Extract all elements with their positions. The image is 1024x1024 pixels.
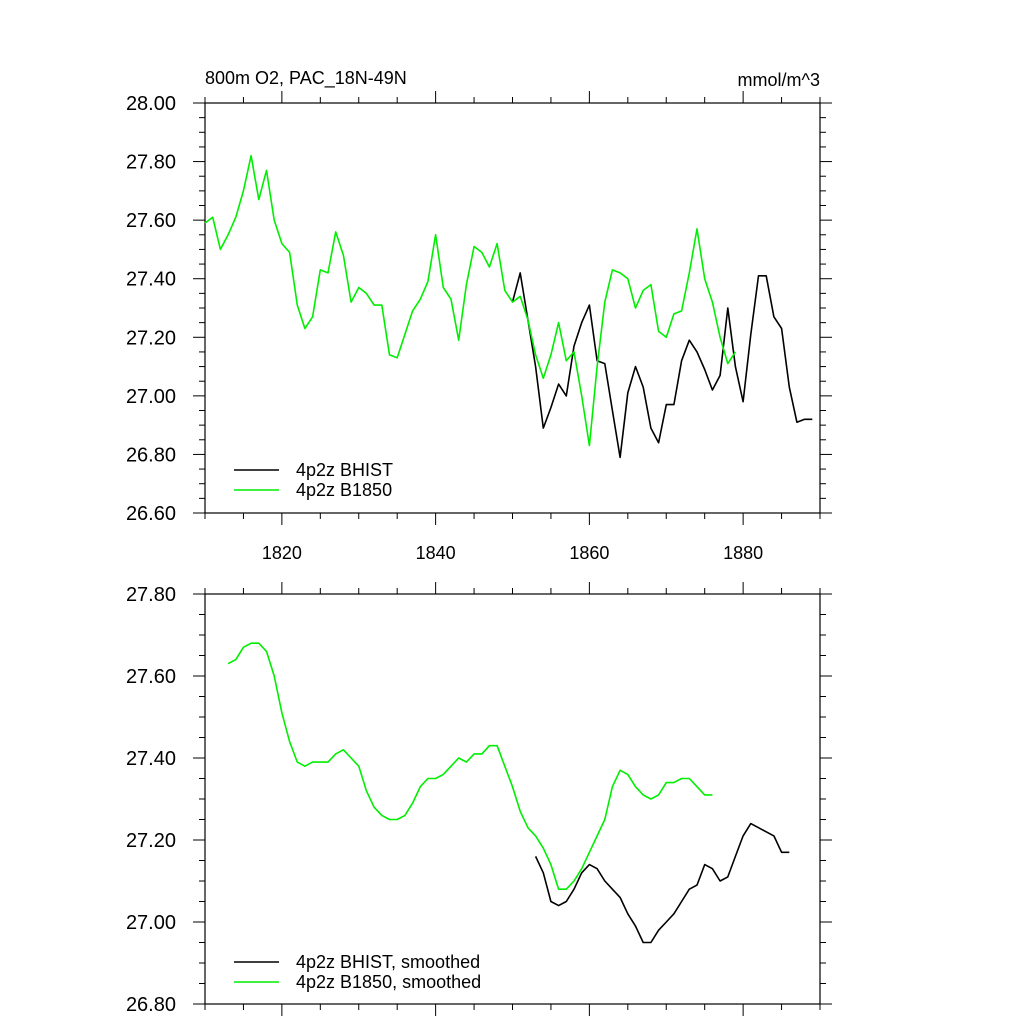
y-tick-label: 27.20 bbox=[126, 830, 176, 852]
y-tick-label: 27.00 bbox=[126, 912, 176, 934]
y-tick-label: 27.40 bbox=[126, 748, 176, 770]
legend-label: 4p2z B1850, smoothed bbox=[296, 972, 481, 992]
x-tick-label: 1840 bbox=[416, 543, 456, 563]
series-line-b1850 bbox=[204, 154, 737, 447]
series-line-bhist bbox=[534, 822, 790, 944]
axis-ticks: 1820 1840 1860 1880 26.60 26.80 27.00 27.20 27.4… bbox=[126, 91, 832, 563]
legend-label: 4p2z BHIST, smoothed bbox=[296, 952, 480, 972]
y-tick-label: 27.20 bbox=[126, 327, 176, 349]
units-label: mmol/m^3 bbox=[738, 70, 820, 90]
y-tick-label: 28.00 bbox=[126, 93, 176, 115]
series-group bbox=[227, 642, 790, 944]
y-tick-label: 26.80 bbox=[126, 994, 176, 1016]
bottom-panel: 26.80 27.00 27.20 27.40 27.60 27.80 4p2z BHIS… bbox=[126, 582, 832, 1016]
y-tick-label: 26.80 bbox=[126, 444, 176, 466]
legend-label: 4p2z BHIST bbox=[296, 460, 393, 480]
y-tick-label: 26.60 bbox=[126, 503, 176, 525]
series-group bbox=[204, 154, 813, 459]
x-tick-label: 1880 bbox=[723, 543, 763, 563]
y-tick-label: 27.80 bbox=[126, 152, 176, 174]
x-tick-label: 1860 bbox=[569, 543, 609, 563]
y-tick-label: 27.00 bbox=[126, 386, 176, 408]
legend-label: 4p2z B1850 bbox=[296, 480, 392, 500]
chart-title: 800m O2, PAC_18N-49N bbox=[205, 68, 407, 89]
series-line-b1850 bbox=[227, 642, 713, 891]
series-line-bhist bbox=[511, 272, 813, 459]
top-panel: 800m O2, PAC_18N-49N mmol/m^3 1820 1840 18… bbox=[126, 68, 832, 563]
axis-ticks: 26.80 27.00 27.20 27.40 27.60 27.80 bbox=[126, 582, 832, 1016]
plot-frame bbox=[204, 593, 821, 1005]
y-tick-label: 27.60 bbox=[126, 210, 176, 232]
y-tick-label: 27.40 bbox=[126, 269, 176, 291]
y-tick-label: 27.60 bbox=[126, 666, 176, 688]
y-tick-label: 27.80 bbox=[126, 584, 176, 606]
x-tick-label: 1820 bbox=[262, 543, 302, 563]
